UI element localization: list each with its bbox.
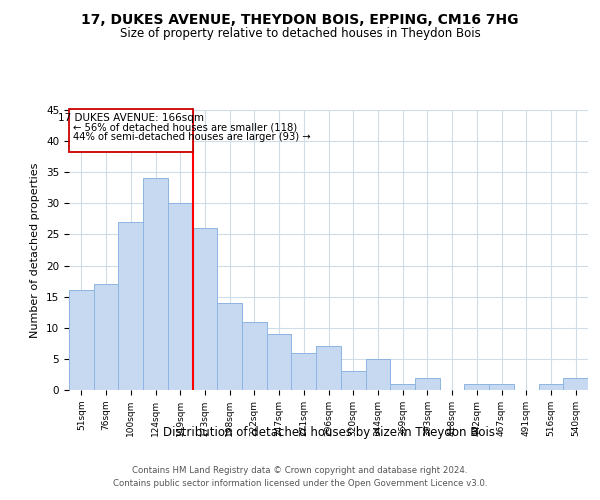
Bar: [390, 384, 415, 390]
Bar: [563, 378, 588, 390]
Bar: [193, 228, 217, 390]
Bar: [242, 322, 267, 390]
Text: Distribution of detached houses by size in Theydon Bois: Distribution of detached houses by size …: [163, 426, 495, 439]
Text: 44% of semi-detached houses are larger (93) →: 44% of semi-detached houses are larger (…: [73, 132, 310, 142]
Bar: [489, 384, 514, 390]
Bar: [464, 384, 489, 390]
Bar: [316, 346, 341, 390]
Bar: [341, 372, 365, 390]
Bar: [143, 178, 168, 390]
Bar: [69, 290, 94, 390]
Bar: [118, 222, 143, 390]
Bar: [365, 359, 390, 390]
Text: Size of property relative to detached houses in Theydon Bois: Size of property relative to detached ho…: [119, 28, 481, 40]
Bar: [168, 204, 193, 390]
Bar: [267, 334, 292, 390]
FancyBboxPatch shape: [69, 109, 193, 152]
Bar: [415, 378, 440, 390]
Text: Contains HM Land Registry data © Crown copyright and database right 2024.
Contai: Contains HM Land Registry data © Crown c…: [113, 466, 487, 487]
Bar: [539, 384, 563, 390]
Bar: [217, 303, 242, 390]
Y-axis label: Number of detached properties: Number of detached properties: [31, 162, 40, 338]
Bar: [94, 284, 118, 390]
Bar: [292, 352, 316, 390]
Text: 17, DUKES AVENUE, THEYDON BOIS, EPPING, CM16 7HG: 17, DUKES AVENUE, THEYDON BOIS, EPPING, …: [81, 12, 519, 26]
Text: 17 DUKES AVENUE: 166sqm: 17 DUKES AVENUE: 166sqm: [58, 113, 204, 123]
Text: ← 56% of detached houses are smaller (118): ← 56% of detached houses are smaller (11…: [73, 122, 297, 132]
